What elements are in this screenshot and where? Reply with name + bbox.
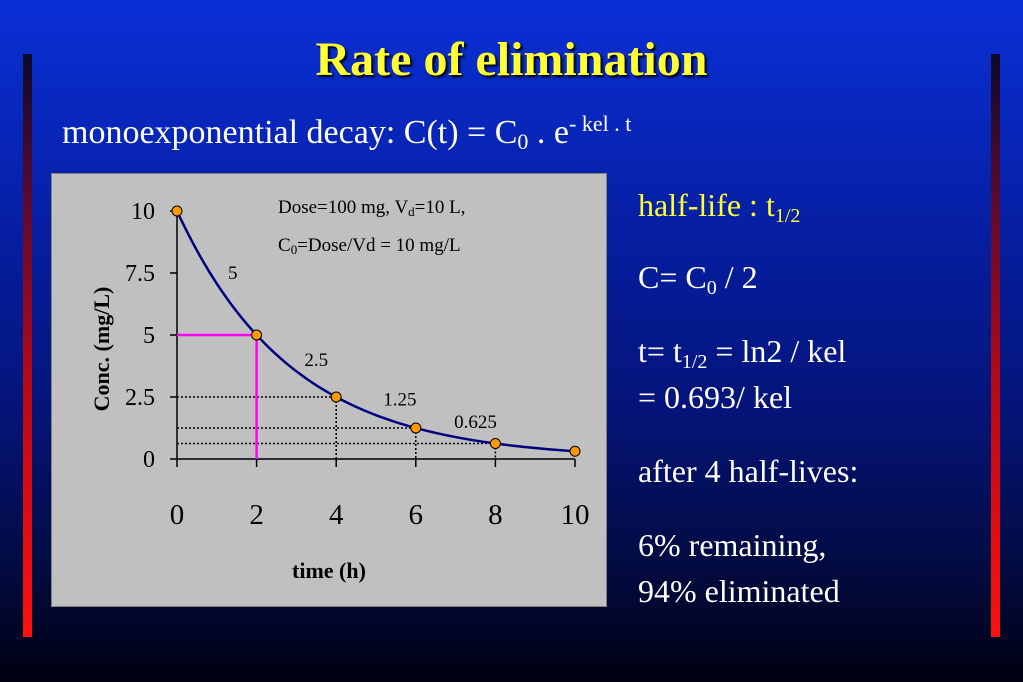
note-concentration-text: C= C — [638, 259, 707, 295]
note-half-life: half-life : t1/2 — [638, 186, 800, 235]
data-label: 0.625 — [454, 412, 497, 433]
dose-annotation-text: Dose=100 mg, V — [278, 197, 409, 218]
note-after-half-lives: after 4 half-lives: — [638, 453, 859, 489]
note-remaining: 6% remaining, — [638, 527, 827, 563]
data-point — [171, 205, 183, 217]
decay-curve — [175, 210, 576, 453]
y-tick-label: 5 — [143, 323, 155, 349]
dose-annotation-sub: d — [408, 204, 415, 219]
data-point — [251, 329, 263, 341]
note-concentration-end: / 2 — [716, 259, 758, 295]
note-t-sub: 1/2 — [681, 351, 708, 373]
data-label: 1.25 — [383, 389, 416, 410]
decay-chart: 0 2.5 5 7.5 10 0 2 4 6 8 10 5 2.5 1.25 0.625 — [125, 199, 590, 531]
c0-annotation-end: =Dose/Vd = 10 mg/L — [297, 235, 461, 256]
right-decorative-bar — [991, 54, 1000, 637]
c0-annotation: C0=Dose/Vd = 10 mg/L — [278, 234, 461, 262]
note-t-half-formula: t= t1/2 = ln2 / kel — [638, 332, 846, 381]
x-tick-label: 6 — [409, 499, 424, 531]
data-point — [569, 445, 581, 457]
y-tick-label: 2.5 — [125, 385, 155, 411]
left-decorative-bar — [23, 54, 32, 637]
x-axis-label: time (h) — [292, 558, 366, 583]
y-axis-label-text: Conc. (mg/L) — [89, 286, 114, 412]
x-tick-label: 8 — [488, 499, 503, 531]
note-half-life-text: half-life : t — [638, 187, 775, 223]
equation-middle: . e — [528, 114, 569, 151]
c0-annotation-text: C — [278, 235, 291, 256]
note-t-text: t= t — [638, 333, 682, 369]
equation-subscript: 0 — [517, 129, 529, 154]
dose-annotation: Dose=100 mg, Vd=10 L, — [278, 196, 466, 224]
data-point — [330, 391, 342, 403]
note-concentration: C= C0 / 2 — [638, 258, 758, 307]
equation-text: monoexponential decay: C(t) = C — [62, 114, 518, 151]
decay-equation: monoexponential decay: C(t) = C0 . e- ke… — [62, 102, 631, 164]
dose-annotation-end: =10 L, — [414, 197, 466, 218]
note-half-life-sub: 1/2 — [774, 205, 801, 227]
note-t-half-value: = 0.693/ kel — [638, 379, 793, 415]
y-tick-label: 0 — [143, 447, 155, 473]
y-tick-label: 7.5 — [125, 261, 155, 287]
y-tick-label: 10 — [131, 199, 155, 225]
note-t-end: = ln2 / kel — [707, 333, 847, 369]
x-tick-label: 4 — [329, 499, 344, 531]
chart-panel: 0 2.5 5 7.5 10 0 2 4 6 8 10 5 2.5 1.25 0.625 Dose=100 … — [51, 173, 607, 607]
equation-exponent: - kel . t — [569, 111, 632, 136]
data-label: 2.5 — [304, 350, 328, 371]
data-point — [410, 422, 422, 434]
data-point — [489, 438, 501, 449]
note-eliminated: 94% eliminated — [638, 573, 840, 609]
note-concentration-sub: 0 — [706, 277, 717, 299]
data-label: 5 — [228, 263, 238, 284]
slide-title: Rate of elimination — [315, 33, 708, 86]
x-tick-label: 0 — [170, 499, 185, 531]
c0-annotation-sub: 0 — [290, 242, 298, 257]
x-tick-label: 2 — [249, 499, 264, 531]
x-tick-label: 10 — [561, 499, 590, 531]
